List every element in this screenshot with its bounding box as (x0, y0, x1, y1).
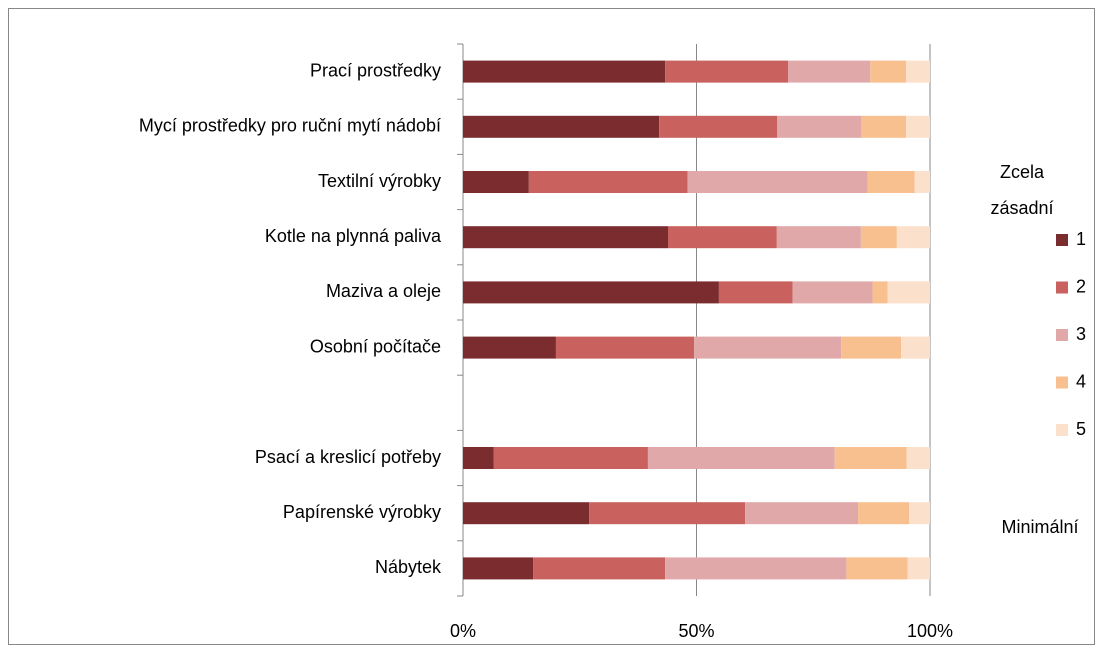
bar-segment (555, 336, 695, 359)
bar-segment (463, 226, 669, 249)
bar-segment (788, 60, 871, 83)
bar-segment (665, 60, 789, 83)
bar-segment (858, 502, 909, 525)
bar-segment (867, 171, 915, 193)
y-tick-label: Kotle na plynná paliva (265, 226, 442, 246)
x-tick-label: 100% (907, 621, 953, 641)
bar-segment (718, 281, 793, 304)
bar-segment (665, 557, 847, 580)
y-tick-label: Papírenské výrobky (283, 502, 441, 522)
bar-segment (463, 115, 660, 138)
bar-segment (841, 336, 902, 359)
bar-segment (908, 502, 930, 525)
bar-segment (860, 226, 897, 249)
legend-swatch (1056, 329, 1068, 341)
bar-segment (887, 281, 930, 304)
legend-swatch (1056, 376, 1068, 389)
bar-segment (872, 281, 888, 304)
bar-segment (533, 557, 666, 580)
legend-swatch (1056, 424, 1068, 436)
chart-border (8, 8, 1095, 645)
legend-title: Zcela zásadní (990, 162, 1054, 218)
bar-segment (834, 447, 907, 469)
y-tick-label: Nábytek (375, 557, 442, 577)
legend-label: 2 (1076, 276, 1086, 296)
bar-segment (463, 502, 590, 525)
legend-swatch (1056, 281, 1068, 294)
bar-segment (906, 115, 930, 138)
y-tick-label: Maziva a oleje (326, 281, 441, 301)
legend-label: 3 (1076, 324, 1086, 344)
bar-segment (906, 447, 930, 469)
bar-segment (659, 115, 778, 138)
y-tick-label: Prací prostředky (310, 60, 441, 80)
bar-segment (776, 226, 861, 249)
bar-segment (846, 557, 908, 580)
bar-segment (493, 447, 648, 469)
legend-swatch (1056, 234, 1068, 246)
y-tick-label: Osobní počítače (310, 336, 441, 356)
bar-segment (896, 226, 930, 249)
bar-segment (901, 336, 930, 359)
bar-segment (914, 171, 930, 193)
bar-segment (907, 557, 930, 580)
bar-segment (463, 557, 534, 580)
y-tick-label: Psací a kreslicí potřeby (255, 447, 441, 467)
bar-segment (668, 226, 777, 249)
legend-label: 5 (1076, 419, 1086, 439)
bar-segment (906, 60, 930, 83)
bar-segment (870, 60, 907, 83)
bar-segment (792, 281, 873, 304)
bar-segment (694, 336, 842, 359)
y-tick-label: Textilní výrobky (318, 171, 441, 191)
bar-segment (745, 502, 859, 525)
bar-segment (463, 60, 666, 83)
bar-segment (777, 115, 862, 138)
bar-segment (528, 171, 688, 193)
bar-segment (463, 447, 494, 469)
x-tick-label: 50% (678, 621, 714, 641)
legend-label: 1 (1076, 229, 1086, 249)
bar-segment (463, 281, 719, 304)
legend-footer: Minimální (1001, 517, 1079, 537)
bar-segment (861, 115, 907, 138)
y-tick-label: Mycí prostředky pro ruční mytí nádobí (139, 116, 441, 136)
bar-segment (589, 502, 746, 525)
x-tick-label: 0% (450, 621, 476, 641)
bar-segment (463, 171, 529, 193)
legend-label: 4 (1076, 371, 1086, 391)
bar-segment (687, 171, 868, 193)
bar-segment (647, 447, 835, 469)
bar-segment (463, 336, 556, 359)
